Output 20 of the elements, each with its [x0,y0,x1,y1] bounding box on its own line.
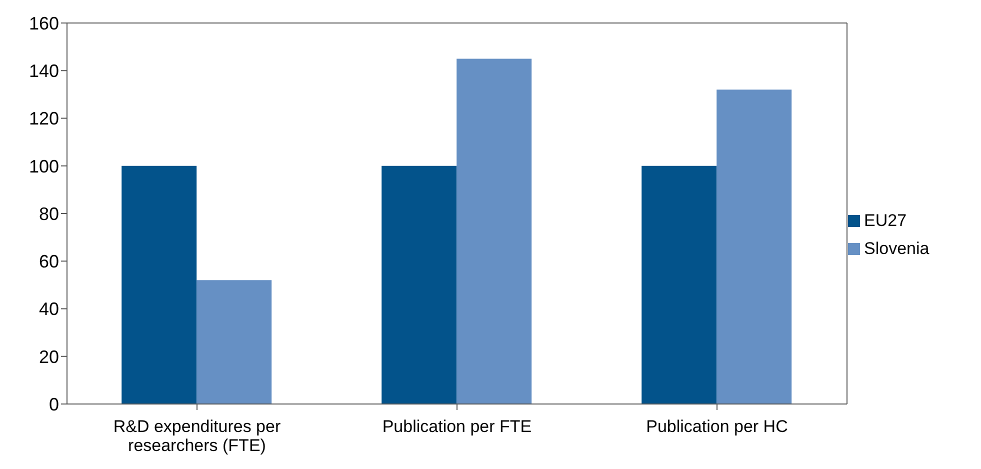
y-tick-label: 80 [38,204,59,224]
legend-label: EU27 [864,210,907,230]
x-tick-label: R&D expenditures per researchers (FTE) [113,417,281,455]
y-tick-label: 60 [38,252,59,272]
y-tick-label: 100 [28,156,59,176]
y-tick-label: 0 [48,394,59,414]
bar [382,166,457,404]
legend-label: Slovenia [864,238,930,258]
bar [456,58,532,404]
y-tick-label: 160 [28,13,59,34]
y-tick-label: 120 [28,108,59,129]
y-tick-label: 40 [38,299,59,320]
bar [716,90,792,404]
bar [196,280,272,404]
x-tick-label: Publication per FTE [382,417,532,436]
bar [642,166,717,404]
y-tick-label: 140 [28,61,59,82]
y-tick-label: 20 [38,346,59,367]
bar [122,166,197,404]
x-tick-label: Publication per HC [646,417,788,436]
